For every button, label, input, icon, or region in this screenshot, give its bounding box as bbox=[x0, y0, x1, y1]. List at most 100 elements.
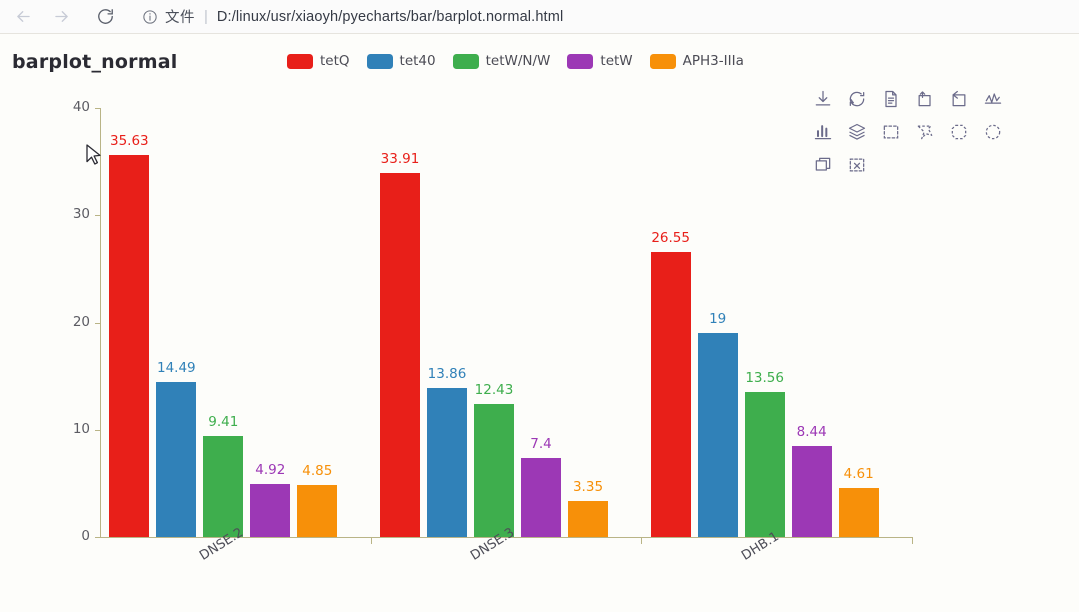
bar[interactable] bbox=[427, 388, 467, 537]
document-icon bbox=[881, 89, 901, 109]
address-bar[interactable]: 文件 | D:/linux/usr/xiaoyh/pyecharts/bar/b… bbox=[142, 4, 1079, 30]
chart-toolbox bbox=[806, 82, 1011, 181]
legend-swatch bbox=[567, 53, 594, 69]
legend-item-aph3-iiia[interactable]: APH3-IIIa bbox=[649, 53, 744, 69]
keep-icon bbox=[949, 122, 969, 142]
y-axis-tick bbox=[95, 215, 101, 217]
browser-toolbar: 文件 | D:/linux/usr/xiaoyh/pyecharts/bar/b… bbox=[0, 0, 1079, 34]
bar[interactable] bbox=[838, 487, 879, 537]
forward-button[interactable] bbox=[46, 2, 76, 32]
legend-swatch bbox=[366, 53, 393, 69]
legend-label: tetW bbox=[600, 53, 633, 69]
copy-region-button[interactable] bbox=[806, 148, 840, 181]
magic-type-bar-button[interactable] bbox=[806, 115, 840, 148]
data-zoom-reset-button[interactable] bbox=[942, 82, 976, 115]
bar[interactable] bbox=[521, 457, 561, 537]
mouse-cursor bbox=[86, 144, 103, 172]
bar-value-label: 19 bbox=[709, 311, 727, 328]
back-button[interactable] bbox=[8, 2, 38, 32]
legend-item-tetw-n-w[interactable]: tetW/N/W bbox=[452, 53, 551, 69]
bar[interactable] bbox=[156, 381, 197, 537]
y-axis-label: 0 bbox=[81, 528, 90, 544]
brush-polygon-button[interactable] bbox=[908, 115, 942, 148]
arrow-left-icon bbox=[14, 7, 33, 26]
legend-item-tetq[interactable]: tetQ bbox=[287, 53, 350, 69]
y-axis-label: 10 bbox=[72, 420, 90, 437]
bar-value-label: 4.85 bbox=[302, 462, 333, 479]
reload-button[interactable] bbox=[90, 2, 120, 32]
bar-value-label: 7.4 bbox=[530, 435, 552, 452]
bar[interactable] bbox=[109, 154, 150, 537]
bar-value-label: 33.91 bbox=[380, 151, 420, 168]
magic-type-line-button[interactable] bbox=[976, 82, 1010, 115]
bar-value-label: 14.49 bbox=[157, 359, 196, 376]
bar[interactable] bbox=[744, 391, 785, 537]
toolbox-row-3 bbox=[806, 148, 1011, 181]
arrow-right-icon bbox=[52, 7, 71, 26]
bar-value-label: 9.41 bbox=[208, 414, 239, 431]
bar-chart-icon bbox=[813, 122, 833, 142]
save-image-button[interactable] bbox=[806, 82, 840, 115]
layers-icon bbox=[847, 122, 867, 142]
x-axis-tick bbox=[912, 537, 913, 544]
data-view-button[interactable] bbox=[874, 82, 908, 115]
bar-value-label: 4.61 bbox=[843, 465, 874, 482]
bar-value-label: 13.86 bbox=[427, 366, 467, 383]
y-axis-tick bbox=[95, 108, 101, 109]
bar[interactable] bbox=[791, 446, 832, 537]
bar-value-label: 12.43 bbox=[474, 381, 514, 398]
magic-type-stack-button[interactable] bbox=[840, 115, 874, 148]
chart-legend: tetQ tet40 tetW/N/W tetW APH3-IIIa bbox=[287, 53, 761, 69]
x-axis-line bbox=[100, 537, 912, 538]
bar[interactable] bbox=[203, 436, 244, 537]
bar[interactable] bbox=[650, 252, 691, 537]
y-axis-tick bbox=[95, 322, 101, 324]
restore-button[interactable] bbox=[840, 82, 874, 115]
line-chart-icon bbox=[983, 89, 1003, 109]
legend-swatch bbox=[287, 53, 313, 69]
lasso-icon bbox=[915, 122, 935, 142]
chart-canvas: barplot_normal tetQ tet40 tetW/N/W tetW APH3… bbox=[0, 34, 1079, 612]
bar-value-label: 35.63 bbox=[110, 132, 149, 149]
legend-label: tetW/N/W bbox=[485, 53, 551, 69]
bar-value-label: 13.56 bbox=[745, 369, 784, 386]
y-axis-label: 40 bbox=[72, 99, 90, 115]
zoom-reset-icon bbox=[949, 89, 969, 109]
reload-icon bbox=[96, 7, 115, 26]
brush-clear-polygon-button[interactable] bbox=[976, 115, 1010, 148]
page-title: barplot_normal bbox=[12, 51, 178, 73]
bar-value-label: 26.55 bbox=[651, 230, 690, 247]
copy-icon bbox=[813, 155, 833, 175]
legend-label: APH3-IIIa bbox=[682, 53, 744, 69]
address-separator: | bbox=[204, 8, 208, 25]
y-axis-tick bbox=[95, 429, 101, 431]
bar[interactable] bbox=[474, 403, 514, 537]
zoom-rect-icon bbox=[915, 89, 935, 109]
legend-item-tetw[interactable]: tetW bbox=[567, 53, 633, 69]
toolbox-row-1 bbox=[806, 82, 1011, 115]
y-axis-label: 30 bbox=[72, 206, 90, 223]
bar-value-label: 3.35 bbox=[572, 479, 604, 496]
info-circle-icon[interactable] bbox=[142, 9, 158, 25]
bar[interactable] bbox=[380, 173, 420, 537]
y-axis-label: 20 bbox=[72, 313, 90, 330]
clear-selection-button[interactable] bbox=[840, 148, 874, 181]
legend-swatch bbox=[649, 53, 676, 69]
legend-label: tetQ bbox=[320, 53, 350, 69]
x-axis-tick bbox=[641, 537, 643, 544]
bar-value-label: 8.44 bbox=[796, 424, 827, 441]
bar[interactable] bbox=[297, 484, 338, 537]
bar[interactable] bbox=[250, 484, 291, 537]
url-text[interactable]: D:/linux/usr/xiaoyh/pyecharts/bar/barplo… bbox=[216, 8, 564, 25]
toolbox-row-2 bbox=[806, 115, 1011, 148]
brush-keep-button[interactable] bbox=[942, 115, 976, 148]
legend-swatch bbox=[452, 53, 479, 69]
data-zoom-button[interactable] bbox=[908, 82, 942, 115]
brush-rect-button[interactable] bbox=[874, 115, 908, 148]
bar[interactable] bbox=[697, 333, 738, 537]
bar[interactable] bbox=[568, 501, 608, 537]
legend-item-tet40[interactable]: tet40 bbox=[366, 53, 436, 69]
y-axis-tick bbox=[95, 537, 101, 538]
legend-label: tet40 bbox=[399, 53, 436, 69]
